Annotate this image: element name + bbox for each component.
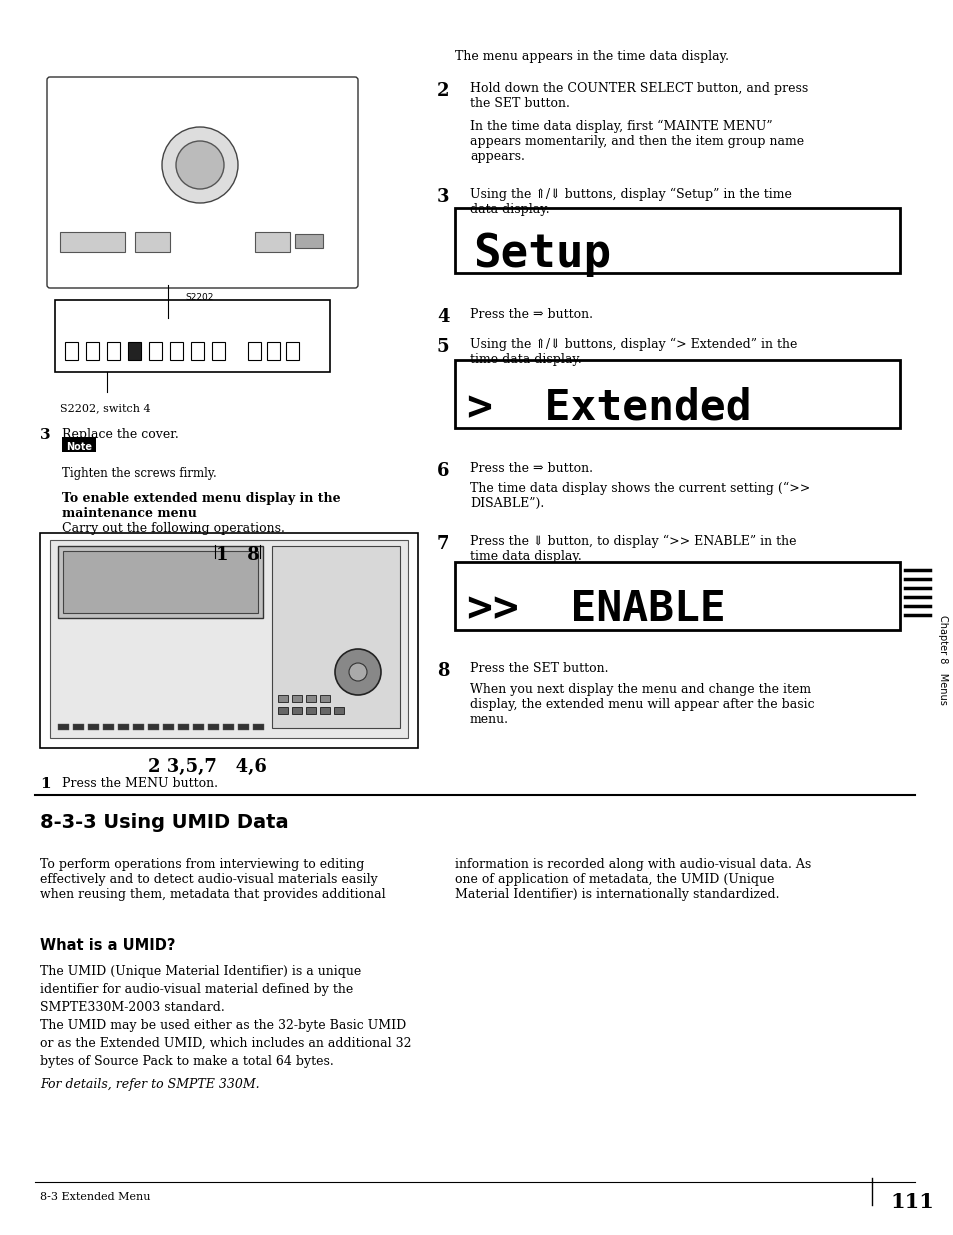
Text: 2: 2 [436, 82, 449, 100]
Text: 4: 4 [436, 308, 449, 326]
Text: S2202: S2202 [186, 293, 214, 303]
Bar [132, 724, 144, 730]
Text: 8-3-3 Using UMID Data: 8-3-3 Using UMID Data [40, 813, 289, 832]
Text: Setup: Setup [473, 232, 611, 277]
Text: Using the ⇑/⇓ buttons, display “Setup” in the time
data display.: Using the ⇑/⇓ buttons, display “Setup” i… [470, 188, 791, 216]
Text: 6: 6 [436, 462, 449, 480]
Bar [60, 232, 125, 252]
Bar [65, 342, 78, 359]
Text: To enable extended menu display in the
maintenance menu: To enable extended menu display in the m… [62, 492, 340, 520]
Bar [455, 207, 899, 273]
Text: information is recorded along with audio-visual data. As
one of application of m: information is recorded along with audio… [455, 858, 810, 902]
Bar [170, 342, 183, 359]
Text: Press the ⇓ button, to display “>> ENABLE” in the
time data display.: Press the ⇓ button, to display “>> ENABL… [470, 535, 796, 563]
Bar [191, 342, 204, 359]
Bar [267, 342, 280, 359]
Bar [63, 551, 257, 613]
Bar [178, 724, 189, 730]
Text: 3: 3 [436, 188, 449, 206]
Circle shape [349, 663, 367, 680]
Text: Tighten the screws firmly.: Tighten the screws firmly. [62, 467, 216, 480]
Bar [254, 232, 290, 252]
Bar [58, 724, 69, 730]
Bar [455, 359, 899, 429]
Bar [103, 724, 113, 730]
Text: >>  ENABLE: >> ENABLE [467, 588, 725, 630]
Bar [62, 437, 96, 452]
Circle shape [175, 141, 224, 189]
Text: In the time data display, first “MAINTE MENU”
appears momentarily, and then the : In the time data display, first “MAINTE … [470, 120, 803, 163]
Text: The menu appears in the time data display.: The menu appears in the time data displa… [455, 49, 728, 63]
Text: >  Extended: > Extended [467, 387, 751, 429]
Bar [292, 695, 302, 701]
Bar [88, 724, 99, 730]
Bar [237, 724, 249, 730]
Bar [272, 546, 399, 727]
Text: Press the ⇒ button.: Press the ⇒ button. [470, 462, 593, 475]
Bar [163, 724, 173, 730]
Bar [253, 724, 264, 730]
Bar [455, 562, 899, 630]
Bar [292, 706, 302, 714]
Text: Note: Note [66, 442, 91, 452]
Bar [73, 724, 84, 730]
Bar [212, 342, 225, 359]
Bar [55, 300, 330, 372]
Bar [286, 342, 298, 359]
Text: Press the ⇒ button.: Press the ⇒ button. [470, 308, 593, 321]
Bar [319, 706, 330, 714]
Text: S2202, switch 4: S2202, switch 4 [60, 403, 151, 412]
Bar [50, 540, 408, 739]
Text: 7: 7 [436, 535, 449, 553]
Bar [306, 695, 315, 701]
Text: 8-3 Extended Menu: 8-3 Extended Menu [40, 1192, 151, 1202]
Bar [40, 534, 417, 748]
Bar [319, 695, 330, 701]
Text: Press the SET button.: Press the SET button. [470, 662, 608, 676]
Text: 111: 111 [889, 1192, 933, 1212]
Text: The time data display shows the current setting (“>>
DISABLE”).: The time data display shows the current … [470, 482, 809, 510]
Bar [58, 546, 263, 618]
Bar [118, 724, 129, 730]
FancyBboxPatch shape [47, 77, 357, 288]
Bar [223, 724, 233, 730]
Circle shape [335, 650, 380, 695]
Text: Press the MENU button.: Press the MENU button. [62, 777, 218, 790]
Bar [149, 342, 162, 359]
Text: To perform operations from interviewing to editing
effectively and to detect aud: To perform operations from interviewing … [40, 858, 385, 902]
Bar [107, 342, 120, 359]
Bar [334, 706, 344, 714]
Bar [277, 706, 288, 714]
Bar [208, 724, 219, 730]
Bar [135, 232, 170, 252]
Text: 1   8: 1 8 [216, 546, 259, 564]
Text: For details, refer to SMPTE 330M.: For details, refer to SMPTE 330M. [40, 1078, 259, 1091]
Bar [277, 695, 288, 701]
Text: 3: 3 [40, 429, 51, 442]
Text: Replace the cover.: Replace the cover. [62, 429, 178, 441]
Bar [248, 342, 261, 359]
Bar [86, 342, 99, 359]
Bar [294, 233, 323, 248]
Text: The UMID (Unique Material Identifier) is a unique
identifier for audio-visual ma: The UMID (Unique Material Identifier) is… [40, 965, 411, 1068]
Text: When you next display the menu and change the item
display, the extended menu wi: When you next display the menu and chang… [470, 683, 814, 726]
Text: 2 3,5,7   4,6: 2 3,5,7 4,6 [148, 758, 267, 776]
Circle shape [162, 127, 237, 203]
Text: Carry out the following operations.: Carry out the following operations. [62, 522, 285, 535]
Text: Hold down the COUNTER SELECT button, and press
the SET button.: Hold down the COUNTER SELECT button, and… [470, 82, 807, 110]
Bar [128, 342, 141, 359]
Text: 8: 8 [436, 662, 449, 680]
Bar [193, 724, 204, 730]
Text: Using the ⇑/⇓ buttons, display “> Extended” in the
time data display.: Using the ⇑/⇓ buttons, display “> Extend… [470, 338, 797, 367]
Text: 5: 5 [436, 338, 449, 356]
Text: What is a UMID?: What is a UMID? [40, 939, 175, 953]
Text: 1: 1 [40, 777, 51, 790]
Bar [148, 724, 159, 730]
Bar [306, 706, 315, 714]
Text: Chapter 8   Menus: Chapter 8 Menus [937, 615, 947, 705]
